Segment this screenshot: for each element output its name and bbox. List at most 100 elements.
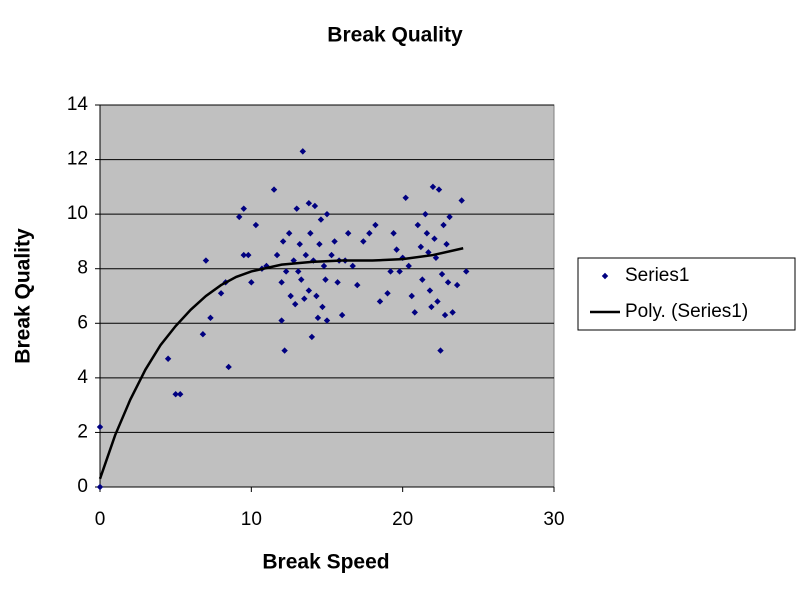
point (338, 311, 346, 319)
x-axis-label: Break Speed (262, 551, 389, 574)
legend-label: Poly. (Series1) (625, 301, 748, 322)
point (202, 257, 210, 264)
point (217, 290, 225, 297)
point (344, 230, 352, 237)
plot-area (99, 104, 555, 488)
x-tick-label: 20 (392, 509, 413, 530)
point (440, 221, 447, 229)
point (419, 276, 426, 283)
point (396, 268, 403, 275)
point (207, 314, 214, 322)
point (328, 251, 335, 259)
point (349, 262, 356, 270)
point (446, 213, 453, 221)
point (372, 221, 379, 229)
point (96, 483, 104, 491)
point (313, 292, 320, 300)
point (429, 183, 437, 191)
point (458, 197, 465, 204)
point (323, 317, 331, 324)
point (305, 287, 313, 294)
point (431, 235, 438, 242)
y-tick-label: 6 (77, 312, 88, 333)
point (331, 238, 338, 245)
x-tick-label: 10 (241, 509, 262, 530)
point (287, 292, 294, 300)
point (428, 303, 435, 311)
point (417, 243, 425, 251)
point (316, 240, 323, 248)
y-axis-label: Break Quality (12, 228, 35, 364)
point (449, 309, 456, 316)
point (248, 279, 255, 286)
point (408, 292, 415, 300)
point (290, 257, 297, 264)
point (302, 251, 310, 259)
point (177, 391, 184, 398)
point (270, 186, 278, 193)
point (279, 238, 287, 245)
point (293, 205, 300, 212)
point (311, 202, 319, 210)
point (463, 268, 470, 275)
point (298, 276, 305, 283)
point (282, 268, 290, 275)
point (441, 311, 449, 319)
y-tick-label: 0 (77, 476, 88, 497)
point (281, 347, 288, 354)
point (295, 268, 302, 275)
point (320, 262, 328, 270)
point (252, 221, 260, 229)
point (376, 298, 384, 305)
trend-line (98, 247, 464, 480)
point (432, 254, 440, 261)
point (443, 240, 450, 248)
x-tick-label: 30 (543, 509, 564, 530)
point (444, 279, 452, 286)
point (438, 270, 446, 278)
point (273, 251, 281, 259)
point (434, 298, 441, 305)
legend-swatch (601, 272, 609, 280)
point (308, 333, 316, 341)
point (387, 268, 394, 275)
y-tick-label: 14 (67, 94, 89, 115)
point (390, 230, 397, 237)
point (278, 317, 285, 324)
point (426, 287, 434, 294)
point (314, 314, 322, 322)
point (225, 363, 232, 371)
legend-box (577, 257, 796, 331)
point (366, 230, 373, 237)
point (354, 281, 361, 289)
y-tick-label: 10 (67, 203, 88, 224)
point (240, 251, 247, 259)
point (322, 276, 329, 283)
legend-label: Series1 (625, 265, 689, 286)
point (296, 240, 303, 248)
y-tick-label: 2 (77, 421, 88, 442)
point (437, 347, 444, 354)
point (425, 249, 432, 256)
point (305, 200, 313, 207)
point (301, 295, 308, 302)
point (240, 205, 247, 212)
point (423, 230, 431, 237)
point (199, 331, 207, 338)
point (402, 194, 409, 201)
point (236, 213, 243, 221)
x-tick-label: 0 (95, 509, 106, 530)
point (393, 246, 400, 253)
y-tick-label: 12 (67, 149, 88, 170)
point (414, 221, 421, 229)
y-tick-label: 4 (77, 367, 88, 388)
point (360, 238, 367, 245)
point (307, 230, 314, 237)
point (278, 279, 285, 286)
point (299, 148, 306, 155)
point (405, 262, 412, 270)
point (453, 281, 461, 289)
point (172, 391, 179, 398)
point (96, 423, 104, 431)
